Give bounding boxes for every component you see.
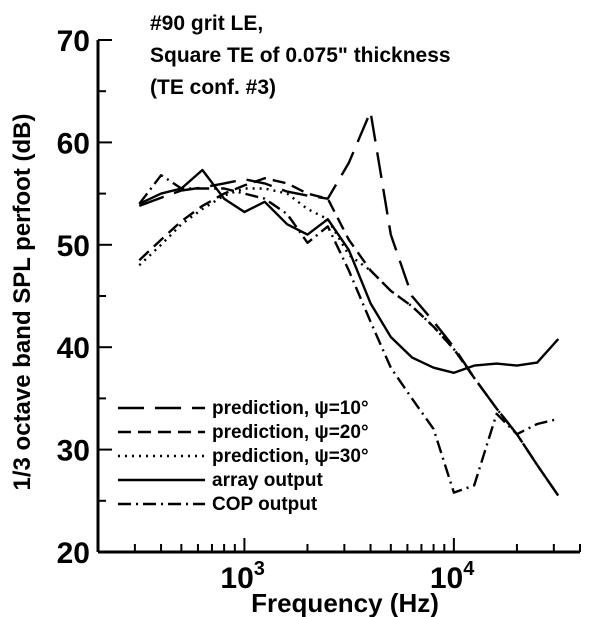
x-axis-label: Frequency (Hz) <box>251 588 439 617</box>
title-line-1: #90 grit LE, <box>150 12 263 35</box>
series-line-5 <box>138 174 559 494</box>
legend-label-1: prediction, ψ=10° <box>212 398 369 419</box>
x-tick-exponent: 3 <box>254 558 265 580</box>
y-tick-label: 50 <box>57 230 90 263</box>
legend-label-3: prediction, ψ=30° <box>212 446 369 467</box>
series-group <box>138 110 560 497</box>
y-tick-label: 70 <box>57 25 90 58</box>
y-tick-label: 30 <box>57 435 90 468</box>
y-tick-label: 20 <box>57 537 90 570</box>
y-axis-label: 1/3 octave band SPL perfoot (dB) <box>9 114 36 491</box>
plot-frame <box>96 40 580 554</box>
x-tick-label: 104 <box>430 558 475 595</box>
x-tick-base: 10 <box>220 562 253 595</box>
y-tick-label: 60 <box>57 127 90 160</box>
series-line-2 <box>138 177 560 497</box>
x-tick-exponent: 4 <box>463 558 475 580</box>
y-ticks: 20 30 40 50 60 70 <box>57 25 112 570</box>
title-line-2: Square TE of 0.075" thickness <box>150 44 451 67</box>
x-tick-base: 10 <box>430 562 463 595</box>
legend: prediction, ψ=10° prediction, ψ=20° predic… <box>118 398 369 515</box>
legend-label-4: array output <box>212 470 324 491</box>
x-tick-label: 103 <box>220 558 265 595</box>
x-ticks: 103 104 <box>97 538 581 595</box>
title-line-3: (TE conf. #3) <box>150 76 276 99</box>
y-tick-label: 40 <box>57 332 90 365</box>
legend-label-5: COP output <box>212 494 318 515</box>
chart-title: #90 grit LE, Square TE of 0.075" thickne… <box>150 12 451 99</box>
series-line-4 <box>138 168 560 374</box>
series-line-1 <box>138 110 560 497</box>
legend-label-2: prediction, ψ=20° <box>212 422 369 443</box>
